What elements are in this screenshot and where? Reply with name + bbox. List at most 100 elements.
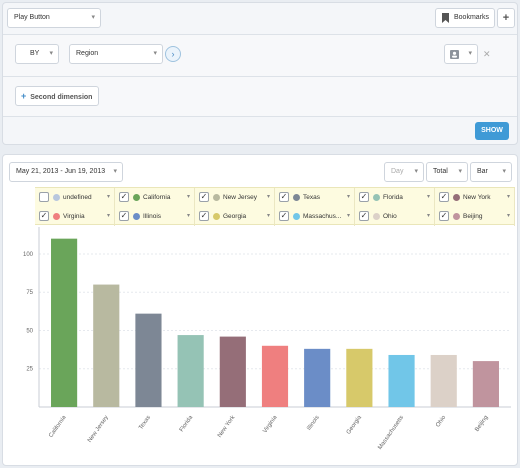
legend-checkbox[interactable]: ✓ (279, 192, 289, 202)
close-icon[interactable]: ✕ (483, 49, 491, 59)
bar-massachusetts (388, 354, 415, 407)
chevron-down-icon: ▾ (468, 50, 472, 57)
chevron-down-icon: ▾ (91, 14, 95, 21)
legend-item[interactable]: ✓ New York ▾ (435, 188, 515, 207)
legend-item[interactable]: ✓ Texas ▾ (275, 188, 355, 207)
show-button[interactable]: SHOW (475, 122, 509, 140)
legend-item[interactable]: ✓ Illinois ▾ (115, 207, 195, 226)
legend-swatch (373, 194, 380, 201)
user-card-icon (450, 50, 459, 59)
plus-icon: + (21, 91, 27, 101)
legend-checkbox[interactable]: ✓ (199, 211, 209, 221)
filter-select[interactable]: ▾ (444, 44, 478, 64)
date-range-label: May 21, 2013 - Jun 19, 2013 (16, 168, 106, 175)
legend-swatch (133, 213, 140, 220)
legend-label: Georgia (223, 213, 247, 220)
chevron-down-icon: ▾ (113, 168, 117, 175)
by-select-label: BY (30, 50, 40, 57)
legend-checkbox[interactable]: ✓ (119, 192, 129, 202)
chart-type-select[interactable]: Bar ▾ (470, 162, 512, 182)
add-bookmark-button[interactable]: + (497, 8, 515, 28)
legend-label: Florida (383, 194, 403, 201)
chevron-down-icon[interactable]: ▾ (266, 213, 270, 219)
second-dimension-button[interactable]: + Second dimension (15, 86, 99, 106)
chevron-down-icon[interactable]: ▾ (506, 194, 510, 200)
legend-item[interactable]: ✓ Virginia ▾ (35, 207, 115, 226)
legend-swatch (53, 213, 60, 220)
by-select[interactable]: BY ▾ (15, 44, 59, 64)
bar-georgia (346, 348, 373, 407)
x-tick-label: Massachusetts (377, 415, 405, 451)
chevron-down-icon[interactable]: ▾ (186, 213, 190, 219)
legend-swatch (213, 213, 220, 220)
y-tick-label: 25 (26, 367, 33, 373)
legend-label: Beijing (463, 213, 483, 220)
legend-item[interactable]: ✓ Ohio ▾ (355, 207, 435, 226)
granularity-label: Day (391, 168, 404, 175)
legend-checkbox[interactable] (39, 192, 49, 202)
chevron-down-icon: ▾ (49, 50, 53, 57)
legend-item[interactable]: ✓ Georgia ▾ (195, 207, 275, 226)
legend-swatch (373, 213, 380, 220)
legend-checkbox[interactable]: ✓ (359, 211, 369, 221)
series-legend: undefined ▾ ✓ California ▾ ✓ New Jersey ▾ ✓ Texas… (35, 187, 515, 226)
chevron-down-icon[interactable]: ▾ (426, 213, 430, 219)
legend-label: Virginia (63, 213, 85, 220)
play-button-select[interactable]: Play Button ▾ (7, 8, 101, 28)
chevron-down-icon[interactable]: ▾ (346, 213, 350, 219)
bookmarks-label: Bookmarks (454, 14, 490, 21)
chevron-down-icon[interactable]: ▾ (106, 194, 110, 200)
chevron-down-icon[interactable]: ▾ (346, 194, 350, 200)
bar-texas (135, 313, 162, 407)
bookmark-icon (442, 13, 449, 23)
query-panel: Play Button ▾ Bookmarks + BY ▾ Region ▾ … (2, 2, 518, 145)
chevron-down-icon[interactable]: ▾ (266, 194, 270, 200)
x-tick-label: Ohio (435, 414, 448, 428)
chevron-down-icon[interactable]: ▾ (186, 194, 190, 200)
chevron-right-icon[interactable]: › (165, 46, 181, 62)
legend-label: Texas (303, 194, 320, 201)
legend-checkbox[interactable]: ✓ (439, 192, 449, 202)
toolbar-row: Play Button ▾ Bookmarks + (3, 3, 517, 35)
legend-label: undefined (63, 194, 92, 201)
bar-virginia (261, 345, 289, 407)
chart-type-label: Bar (477, 168, 488, 175)
x-tick-label: New York (217, 414, 237, 439)
legend-swatch (453, 213, 460, 220)
bookmarks-button[interactable]: Bookmarks (435, 8, 495, 28)
region-select-label: Region (76, 50, 99, 57)
region-select[interactable]: Region ▾ (69, 44, 163, 64)
x-tick-label: Beijing (474, 415, 489, 433)
chevron-down-icon[interactable]: ▾ (106, 213, 110, 219)
chevron-down-icon: ▾ (414, 168, 418, 175)
second-dimension-row: + Second dimension (3, 77, 517, 117)
legend-item[interactable]: undefined ▾ (35, 188, 115, 207)
legend-checkbox[interactable]: ✓ (199, 192, 209, 202)
x-tick-label: Georgia (346, 414, 364, 435)
legend-checkbox[interactable]: ✓ (39, 211, 49, 221)
bar-beijing (472, 361, 499, 407)
metric-label: Total (433, 168, 448, 175)
legend-item[interactable]: ✓ California ▾ (115, 188, 195, 207)
chevron-down-icon[interactable]: ▾ (426, 194, 430, 200)
legend-checkbox[interactable]: ✓ (279, 211, 289, 221)
legend-item[interactable]: ✓ Florida ▾ (355, 188, 435, 207)
dimension-row: BY ▾ Region ▾ › ▾ ✕ (3, 35, 517, 77)
metric-select[interactable]: Total ▾ (426, 162, 468, 182)
legend-item[interactable]: ✓ Beijing ▾ (435, 207, 515, 226)
legend-item[interactable]: ✓ Massachus... ▾ (275, 207, 355, 226)
chevron-down-icon[interactable]: ▾ (506, 213, 510, 219)
chevron-down-icon: ▾ (502, 168, 506, 175)
legend-checkbox[interactable]: ✓ (119, 211, 129, 221)
legend-checkbox[interactable]: ✓ (359, 192, 369, 202)
legend-item[interactable]: ✓ New Jersey ▾ (195, 188, 275, 207)
legend-label: New York (463, 194, 491, 201)
granularity-select[interactable]: Day ▾ (384, 162, 424, 182)
legend-swatch (453, 194, 460, 201)
legend-label: Massachus... (303, 213, 342, 220)
legend-checkbox[interactable]: ✓ (439, 211, 449, 221)
play-button-select-label: Play Button (14, 14, 50, 21)
date-range-select[interactable]: May 21, 2013 - Jun 19, 2013 ▾ (9, 162, 123, 182)
x-tick-label: California (48, 414, 68, 439)
chevron-down-icon: ▾ (458, 168, 462, 175)
